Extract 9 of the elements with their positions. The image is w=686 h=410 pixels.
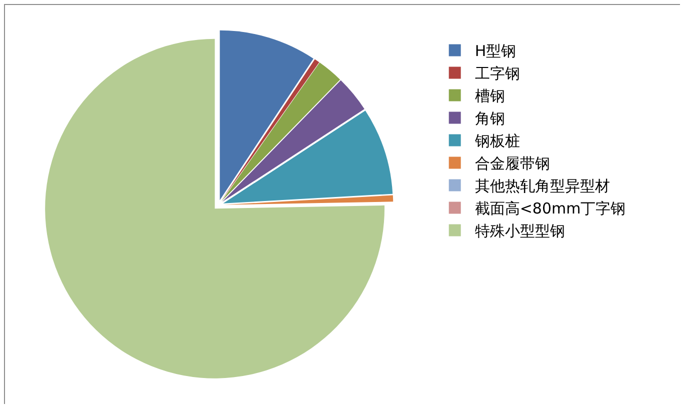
legend-label: 槽钢 [474, 87, 505, 106]
legend-label: 钢板桩 [474, 132, 520, 150]
legend-label: 工字钢 [474, 64, 520, 83]
legend-label: 特殊小型型钢 [474, 222, 565, 240]
legend-label: 角钢 [474, 110, 505, 128]
legend-label: 截面高<80mm丁字钢 [474, 200, 626, 218]
legend-label: 合金履带钢 [474, 154, 550, 173]
legend-label: 其他热轧角型异型材 [474, 177, 610, 196]
legend-label: H型钢 [474, 42, 516, 60]
